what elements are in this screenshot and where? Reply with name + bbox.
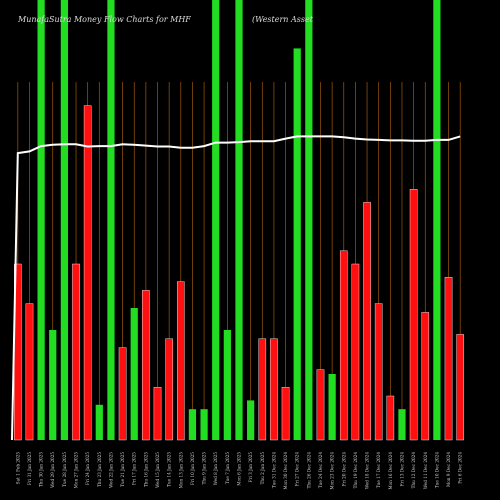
x-tick-label: Fri 10 Jan 2025	[190, 452, 195, 485]
bar	[247, 400, 255, 440]
bar	[37, 0, 45, 440]
bar	[118, 347, 127, 441]
x-tick-label: Fri 31 Jan 2025	[27, 452, 32, 485]
x-tick-label: Wed 22 Jan 2025	[108, 452, 113, 488]
bar	[72, 263, 80, 441]
bar	[374, 303, 383, 441]
x-tick-label: Thu 26 Dec 2024	[306, 452, 311, 489]
x-tick-label: Thu 23 Jan 2025	[97, 452, 102, 487]
x-tick-label: Tue 17 Dec 2024	[376, 452, 381, 488]
bar	[212, 0, 220, 440]
x-tick-label: Tue 14 Jan 2025	[167, 452, 172, 487]
bar	[223, 330, 231, 440]
bar	[409, 188, 418, 441]
bar	[142, 290, 150, 441]
x-tick-label: Thu 30 Jan 2025	[39, 452, 44, 487]
bar	[444, 277, 453, 441]
x-tick-label: Wed 15 Jan 2025	[155, 452, 160, 488]
x-tick-label: Thu 19 Dec 2024	[353, 452, 358, 489]
x-tick-label: Fri 3 Jan 2025	[248, 452, 253, 483]
x-tick-label: Mon 6 Jan 2025	[237, 452, 242, 486]
x-tick-label: Mon 23 Dec 2024	[330, 452, 335, 490]
bar	[95, 404, 103, 440]
x-tick-label: Fri 13 Dec 2024	[399, 452, 404, 487]
price-line	[11, 135, 461, 441]
bar	[305, 0, 313, 440]
bar	[316, 369, 325, 441]
price-line-layer	[11, 135, 461, 441]
bar	[433, 0, 441, 440]
bar	[363, 202, 371, 441]
bar	[176, 281, 185, 441]
x-tick-label: Fri 20 Dec 2024	[341, 452, 346, 487]
x-tick-label: Sat 1 Feb 2025	[15, 452, 20, 485]
x-tick-label: Mon 13 Jan 2025	[178, 452, 183, 489]
chart-title-left: MunafaSutra Money Flow Charts for MHF	[17, 15, 191, 24]
bar	[351, 263, 360, 441]
bar	[107, 0, 115, 440]
bars	[14, 0, 464, 441]
x-tick-label: Wed 18 Dec 2024	[365, 452, 370, 490]
x-tick-label: Thu 16 Jan 2025	[143, 452, 148, 487]
bar	[83, 105, 92, 441]
x-tick-label: Tue 10 Dec 2024	[434, 452, 439, 488]
bar	[153, 387, 162, 441]
x-tick-label: Mon 9 Dec 2024	[446, 452, 451, 487]
x-tick-label: Fri 6 Dec 2024	[458, 452, 463, 484]
x-tick-label: Tue 24 Dec 2024	[318, 452, 323, 488]
x-tick-label: Mon 27 Jan 2025	[74, 452, 79, 489]
bar	[200, 409, 208, 440]
x-tick-label: Thu 9 Jan 2025	[202, 452, 207, 485]
bar	[25, 303, 34, 441]
bar	[456, 334, 464, 441]
bar	[165, 338, 173, 441]
x-tick-label: Wed 29 Jan 2025	[50, 452, 55, 488]
bar	[339, 250, 348, 441]
x-tick-label: Tue 28 Jan 2025	[62, 452, 67, 487]
x-tick-label: Fri 27 Dec 2024	[295, 452, 300, 487]
x-tick-label: Thu 2 Jan 2025	[260, 452, 265, 485]
bar	[398, 409, 406, 440]
x-tick-labels: Sat 1 Feb 2025 Fri 31 Jan 2025 Thu 30 Jan …	[15, 452, 462, 490]
bar	[130, 308, 138, 440]
x-tick-label: Mon 30 Dec 2024	[283, 452, 288, 490]
bar	[386, 395, 395, 441]
bar	[281, 387, 290, 441]
bar	[258, 338, 267, 441]
bar	[188, 409, 197, 440]
x-tick-label: Tue 21 Jan 2025	[120, 452, 125, 487]
x-tick-label: Fri 24 Jan 2025	[85, 452, 90, 485]
x-tick-label: Fri 17 Jan 2025	[132, 452, 137, 485]
x-tick-label: Wed 8 Jan 2025	[213, 452, 218, 486]
bar	[421, 312, 430, 441]
bar	[49, 330, 57, 440]
bar	[293, 48, 301, 441]
bar	[60, 0, 68, 440]
chart-title-right: (Western Asset	[252, 15, 314, 24]
x-tick-label: Thu 12 Dec 2024	[411, 452, 416, 489]
bar	[270, 338, 278, 441]
x-tick-label: Tue 7 Jan 2025	[225, 452, 230, 484]
x-tick-label: Mon 16 Dec 2024	[388, 452, 393, 490]
bar	[328, 374, 336, 440]
bar	[235, 0, 243, 440]
x-tick-label: Tue 31 Dec 2024	[271, 452, 276, 488]
x-tick-label: Wed 11 Dec 2024	[423, 452, 428, 490]
